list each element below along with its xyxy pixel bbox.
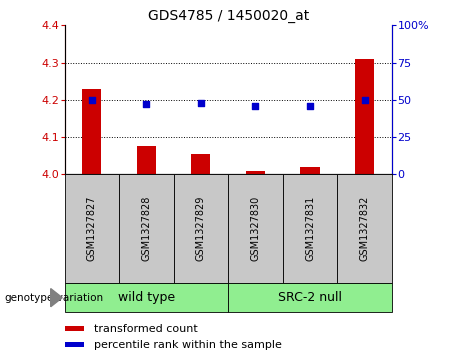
Bar — [228, 174, 283, 283]
Text: GSM1327827: GSM1327827 — [87, 196, 97, 261]
Bar — [137, 146, 156, 174]
Bar — [337, 174, 392, 283]
Text: GSM1327832: GSM1327832 — [360, 196, 370, 261]
Bar — [65, 342, 84, 347]
Polygon shape — [51, 289, 62, 307]
Bar — [246, 171, 265, 174]
Bar — [191, 154, 211, 174]
Point — [252, 103, 259, 109]
Text: GSM1327830: GSM1327830 — [250, 196, 260, 261]
Bar — [174, 174, 228, 283]
Point — [197, 100, 205, 106]
Text: GSM1327829: GSM1327829 — [196, 196, 206, 261]
Point — [306, 103, 313, 109]
Bar — [65, 174, 119, 283]
Bar — [119, 174, 174, 283]
Bar — [283, 174, 337, 283]
Bar — [301, 167, 319, 174]
Bar — [228, 283, 392, 312]
Bar — [65, 326, 84, 331]
Bar — [355, 59, 374, 174]
Bar — [65, 283, 228, 312]
Point — [142, 101, 150, 107]
Text: percentile rank within the sample: percentile rank within the sample — [94, 339, 282, 350]
Point — [88, 97, 95, 103]
Title: GDS4785 / 1450020_at: GDS4785 / 1450020_at — [148, 9, 309, 23]
Text: SRC-2 null: SRC-2 null — [278, 291, 342, 304]
Text: GSM1327831: GSM1327831 — [305, 196, 315, 261]
Text: GSM1327828: GSM1327828 — [142, 196, 151, 261]
Point — [361, 97, 368, 103]
Text: genotype/variation: genotype/variation — [5, 293, 104, 303]
Text: transformed count: transformed count — [94, 323, 198, 334]
Bar — [82, 89, 101, 174]
Text: wild type: wild type — [118, 291, 175, 304]
